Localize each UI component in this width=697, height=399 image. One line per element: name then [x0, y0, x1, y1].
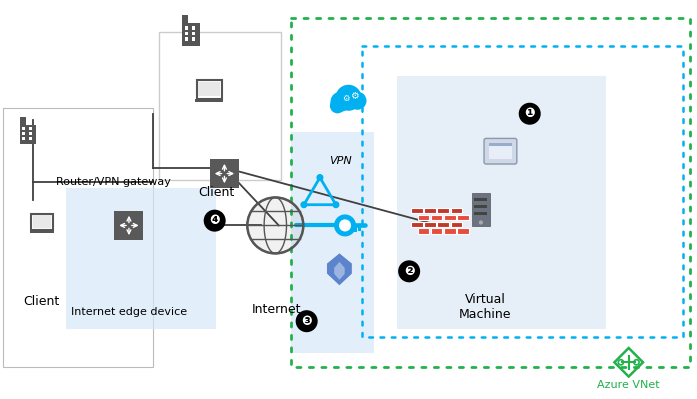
Text: Router/VPN gateway: Router/VPN gateway: [56, 176, 171, 187]
Text: Virtual
Machine: Virtual Machine: [459, 293, 512, 321]
Polygon shape: [327, 253, 352, 286]
Text: ❸: ❸: [301, 315, 312, 328]
Bar: [362, 46, 683, 337]
Circle shape: [334, 214, 356, 237]
FancyBboxPatch shape: [31, 214, 52, 230]
Bar: [192, 32, 195, 36]
Text: Client: Client: [24, 295, 60, 308]
Bar: [66, 188, 216, 329]
Circle shape: [339, 219, 351, 231]
Circle shape: [519, 103, 541, 125]
Bar: [192, 38, 195, 41]
Bar: [22, 127, 26, 130]
Bar: [182, 15, 188, 25]
Circle shape: [316, 174, 323, 181]
Polygon shape: [334, 262, 345, 280]
Bar: [437, 208, 449, 213]
Circle shape: [335, 85, 362, 111]
Bar: [418, 228, 429, 234]
Bar: [444, 228, 456, 234]
Bar: [489, 143, 512, 159]
Bar: [411, 222, 422, 227]
Bar: [22, 137, 26, 140]
Circle shape: [330, 92, 351, 112]
Bar: [475, 205, 487, 208]
Bar: [22, 132, 26, 135]
Circle shape: [300, 201, 307, 208]
Bar: [20, 124, 36, 144]
Bar: [291, 132, 374, 353]
Bar: [199, 82, 220, 96]
Bar: [431, 215, 443, 220]
Text: Internet edge device: Internet edge device: [71, 307, 187, 317]
FancyBboxPatch shape: [114, 211, 144, 240]
Bar: [185, 26, 188, 30]
Text: Internet: Internet: [251, 303, 301, 316]
FancyBboxPatch shape: [197, 80, 222, 99]
Bar: [159, 32, 281, 180]
Text: Client: Client: [198, 186, 234, 199]
Bar: [29, 137, 31, 140]
Circle shape: [247, 198, 303, 253]
Bar: [424, 222, 436, 227]
Bar: [185, 38, 188, 41]
Bar: [424, 208, 436, 213]
Circle shape: [204, 209, 226, 232]
Bar: [489, 143, 512, 146]
Bar: [411, 208, 422, 213]
Circle shape: [479, 220, 483, 225]
FancyBboxPatch shape: [210, 159, 239, 188]
Text: ⚙: ⚙: [342, 94, 349, 103]
Bar: [475, 198, 487, 201]
Bar: [20, 117, 26, 126]
Bar: [397, 76, 606, 329]
Bar: [33, 215, 51, 228]
FancyBboxPatch shape: [484, 138, 517, 164]
Bar: [418, 215, 429, 220]
Bar: [437, 222, 449, 227]
Bar: [29, 132, 31, 135]
Circle shape: [332, 201, 339, 208]
Bar: [182, 24, 200, 46]
Bar: [195, 99, 223, 102]
Circle shape: [330, 98, 345, 113]
Bar: [444, 215, 456, 220]
Bar: [431, 228, 443, 234]
Circle shape: [296, 310, 318, 332]
Text: Azure VNet: Azure VNet: [597, 380, 660, 390]
Bar: [450, 222, 462, 227]
Bar: [3, 108, 153, 367]
Bar: [291, 18, 690, 367]
Bar: [185, 32, 188, 36]
Bar: [457, 228, 469, 234]
Text: ❹: ❹: [209, 214, 220, 227]
Circle shape: [398, 260, 420, 282]
Bar: [475, 212, 487, 215]
Circle shape: [348, 92, 367, 110]
Text: ⚙: ⚙: [350, 91, 359, 101]
Bar: [457, 215, 469, 220]
Bar: [30, 230, 54, 233]
Bar: [192, 26, 195, 30]
Bar: [29, 127, 31, 130]
Bar: [472, 193, 490, 226]
Text: ❶: ❶: [524, 107, 535, 120]
Bar: [450, 208, 462, 213]
Text: VPN: VPN: [329, 156, 352, 166]
Text: ❷: ❷: [404, 265, 415, 278]
